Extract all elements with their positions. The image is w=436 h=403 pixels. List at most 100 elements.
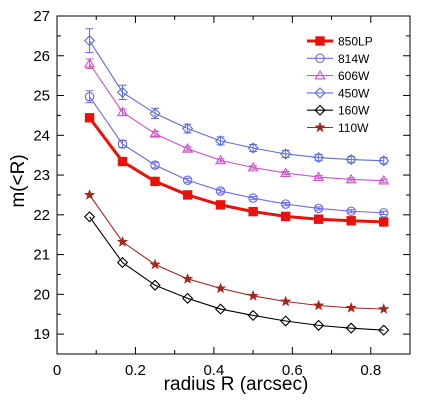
data-point-606W xyxy=(378,174,390,185)
x-tick-label: 0.6 xyxy=(282,362,303,379)
data-point-160W xyxy=(345,322,357,334)
data-point-110W xyxy=(312,299,325,311)
data-point-110W xyxy=(345,301,357,313)
legend-item-606W: 606W xyxy=(307,69,370,83)
legend-item-850LP: 850LP xyxy=(307,35,373,49)
series-line-110W xyxy=(89,194,384,310)
legend-label: 110W xyxy=(338,121,369,135)
data-point-850LP xyxy=(117,156,128,167)
series-line-450W xyxy=(89,40,384,162)
data-point-160W xyxy=(378,324,390,336)
y-tick-label: 21 xyxy=(33,247,50,264)
legend: 850LP 814W 606W 450W 160W 110W xyxy=(307,35,373,135)
data-point-160W xyxy=(149,279,161,291)
x-tick-label: 0.8 xyxy=(360,362,381,379)
y-tick-label: 23 xyxy=(33,167,50,184)
data-point-606W xyxy=(182,143,194,153)
data-point-160W xyxy=(182,292,194,304)
data-point-450W xyxy=(313,151,325,164)
data-point-814W xyxy=(182,175,193,185)
y-tick-label: 25 xyxy=(33,88,50,105)
series-450W xyxy=(83,28,390,167)
data-point-450W xyxy=(149,107,161,120)
frame-layer xyxy=(56,15,411,355)
y-tick-label: 22 xyxy=(33,207,50,224)
data-point-160W xyxy=(280,315,292,327)
legend-label: 450W xyxy=(338,86,370,100)
series-line-814W xyxy=(89,96,384,214)
data-point-110W xyxy=(83,189,96,200)
data-point-850LP xyxy=(313,214,324,224)
x-tick-label: 0.4 xyxy=(203,362,224,379)
y-tick-label: 20 xyxy=(33,286,50,303)
legend-marker xyxy=(315,53,325,64)
data-point-110W xyxy=(214,282,227,294)
legend-label: 814W xyxy=(338,52,370,66)
data-point-450W xyxy=(280,148,292,160)
data-point-814W xyxy=(313,203,324,214)
data-point-606W xyxy=(345,173,357,184)
ticks-layer: 0 0.2 0.4 0.6 0.8 19 20 21 22 23 24 25 26 27 xyxy=(33,8,410,379)
series-110W xyxy=(83,189,390,314)
data-point-160W xyxy=(313,319,325,331)
legend-label: 160W xyxy=(338,104,370,118)
data-point-450W xyxy=(116,86,129,98)
data-point-814W xyxy=(378,208,389,218)
data-point-450W xyxy=(378,155,390,167)
data-point-850LP xyxy=(215,200,226,210)
x-tick-label: 0 xyxy=(53,362,61,379)
data-point-606W xyxy=(247,161,259,172)
data-point-814W xyxy=(346,206,356,216)
legend-item-450W: 450W xyxy=(307,86,370,100)
x-tick-label: 0.2 xyxy=(125,362,146,379)
data-point-850LP xyxy=(182,190,193,200)
marks-layer xyxy=(83,28,390,336)
data-point-110W xyxy=(181,272,194,284)
legend-marker xyxy=(314,121,326,133)
legend-marker xyxy=(314,69,326,80)
data-point-814W xyxy=(248,193,258,203)
y-axis-title: m(<R) xyxy=(8,154,29,207)
legend-marker xyxy=(314,87,326,99)
data-point-814W xyxy=(215,186,226,196)
y-tick-label: 27 xyxy=(33,8,50,25)
data-point-850LP xyxy=(280,211,291,222)
data-point-850LP xyxy=(84,113,95,123)
data-point-606W xyxy=(149,127,161,138)
data-point-606W xyxy=(280,167,292,177)
data-point-110W xyxy=(116,235,129,247)
y-tick-label: 19 xyxy=(33,326,50,343)
data-point-850LP xyxy=(248,206,258,217)
legend-item-110W: 110W xyxy=(307,121,369,135)
legend-marker xyxy=(315,36,325,46)
data-point-450W xyxy=(345,153,357,166)
data-point-160W xyxy=(214,303,227,315)
series-160W xyxy=(83,211,390,336)
legend-item-160W: 160W xyxy=(307,104,370,118)
data-point-450W xyxy=(182,122,194,135)
data-point-110W xyxy=(247,290,259,301)
legend-label: 850LP xyxy=(338,35,373,49)
data-point-110W xyxy=(378,303,390,314)
data-point-450W xyxy=(83,35,96,47)
data-point-814W xyxy=(150,160,160,170)
series-line-160W xyxy=(89,216,384,331)
data-point-814W xyxy=(280,199,291,209)
legend-item-814W: 814W xyxy=(307,52,370,66)
data-point-450W xyxy=(214,135,227,147)
legend-marker xyxy=(314,104,326,116)
data-point-814W xyxy=(117,139,128,149)
series-line-606W xyxy=(89,63,384,182)
data-point-850LP xyxy=(379,217,389,227)
data-point-606W xyxy=(83,57,96,68)
data-point-160W xyxy=(247,309,259,322)
series-606W xyxy=(83,57,390,185)
data-point-160W xyxy=(83,211,96,223)
data-point-850LP xyxy=(150,176,160,187)
plot-frame xyxy=(56,15,411,355)
data-point-160W xyxy=(116,256,129,269)
data-point-110W xyxy=(149,258,161,270)
x-axis-title: radius R (arcsec) xyxy=(164,374,309,395)
data-point-814W xyxy=(84,91,95,102)
